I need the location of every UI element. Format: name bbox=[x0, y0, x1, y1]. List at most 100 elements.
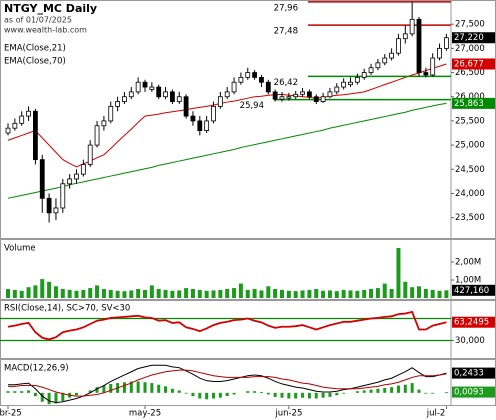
volume-bar bbox=[197, 289, 202, 298]
legend-entry: EMA(Close,21) bbox=[4, 44, 66, 54]
volume-bar bbox=[355, 290, 360, 298]
histogram-bar bbox=[95, 387, 99, 393]
level-label: 25,94 bbox=[240, 101, 264, 111]
volume-bar bbox=[143, 289, 147, 298]
histogram-bar bbox=[431, 392, 435, 394]
volume-bar bbox=[225, 289, 230, 298]
last-value-label: 26,677 bbox=[454, 59, 484, 69]
level-label: 27,96 bbox=[274, 3, 298, 13]
last-value-label-bg bbox=[452, 367, 495, 379]
histogram-bar bbox=[40, 392, 44, 402]
candle-body bbox=[108, 106, 114, 122]
x-tick-label: abr-25 bbox=[0, 409, 22, 419]
volume-bar bbox=[314, 289, 319, 298]
histogram-bar bbox=[396, 385, 400, 393]
histogram-bar bbox=[328, 392, 332, 397]
histogram-bar bbox=[129, 381, 133, 393]
x-tick-label: jun-25 bbox=[274, 409, 302, 419]
volume-bar bbox=[40, 279, 45, 298]
panel-title: as of 01/07/2025 bbox=[4, 16, 72, 25]
volume-bar bbox=[232, 288, 237, 298]
volume-bar bbox=[81, 289, 86, 298]
x-tick-label: may-25 bbox=[129, 409, 161, 419]
candle-body bbox=[211, 106, 216, 122]
volume-bar bbox=[245, 289, 250, 298]
volume-bar bbox=[327, 290, 332, 298]
histogram-bar bbox=[157, 384, 161, 393]
volume-bar bbox=[33, 285, 38, 298]
volume-bar bbox=[6, 289, 10, 298]
volume-bar bbox=[430, 289, 435, 298]
candle-body bbox=[416, 18, 422, 73]
histogram-bar bbox=[390, 387, 394, 393]
candle-body bbox=[279, 96, 285, 100]
last-value-label: 0,0093 bbox=[454, 388, 484, 398]
candle-body bbox=[190, 115, 196, 122]
histogram-bar bbox=[170, 388, 174, 393]
y-tick-label: 30,000 bbox=[455, 336, 485, 346]
histogram-bar bbox=[102, 385, 106, 393]
y-tick-label: 25,500 bbox=[455, 116, 485, 126]
candle-body bbox=[423, 72, 429, 76]
candle-body bbox=[163, 91, 168, 98]
histogram-bar bbox=[54, 392, 58, 404]
histogram-bar bbox=[280, 392, 284, 398]
candle-body bbox=[354, 76, 360, 83]
histogram-bar bbox=[232, 392, 236, 395]
candle-body bbox=[87, 144, 93, 165]
histogram-bar bbox=[424, 392, 428, 394]
volume-bar bbox=[293, 291, 298, 298]
candle-body bbox=[26, 110, 31, 117]
candle-body bbox=[101, 120, 107, 127]
candle-body bbox=[128, 91, 134, 98]
candle-body bbox=[156, 86, 162, 98]
candle-body bbox=[122, 96, 127, 102]
histogram-bar bbox=[335, 392, 339, 396]
legend-entry: EMA(Close,70) bbox=[4, 57, 66, 67]
candle-body bbox=[437, 47, 442, 59]
volume-bar bbox=[369, 289, 374, 298]
y-tick-label: 26,500 bbox=[455, 68, 485, 78]
candle-body bbox=[217, 96, 223, 107]
macd-line bbox=[8, 364, 447, 404]
histogram-bar bbox=[109, 383, 113, 393]
histogram-bar bbox=[143, 382, 147, 393]
histogram-bar bbox=[6, 391, 10, 393]
volume-bar bbox=[321, 290, 326, 298]
candle-body bbox=[396, 38, 401, 54]
volume-bar bbox=[259, 290, 264, 298]
histogram-bar bbox=[403, 384, 407, 393]
volume-bar bbox=[129, 290, 134, 298]
candle-body bbox=[46, 197, 52, 214]
candle-body bbox=[443, 37, 449, 49]
histogram-bar bbox=[212, 392, 215, 399]
volume-bar bbox=[444, 290, 449, 298]
last-price-label: 27,220 bbox=[454, 33, 484, 43]
volume-bar bbox=[382, 283, 387, 298]
panel-title: MACD(12,26,9) bbox=[4, 364, 69, 374]
histogram-bar bbox=[225, 392, 229, 397]
volume-bar bbox=[417, 286, 421, 298]
last-value-label-bg bbox=[452, 316, 495, 328]
last-value-label-bg bbox=[452, 284, 495, 296]
volume-bar bbox=[26, 287, 31, 298]
volume-bar bbox=[136, 289, 141, 298]
histogram-bar bbox=[301, 392, 305, 398]
histogram-bar bbox=[294, 392, 298, 399]
panel-title: Volume bbox=[4, 244, 36, 254]
volume-bar bbox=[184, 288, 189, 298]
volume-bar bbox=[211, 290, 216, 298]
x-tick-label: jul-2 bbox=[426, 409, 446, 419]
candle-body bbox=[286, 96, 292, 99]
volume-bar bbox=[403, 281, 408, 298]
volume-bar bbox=[286, 290, 291, 298]
candle-body bbox=[361, 72, 367, 78]
candle-body bbox=[204, 120, 210, 131]
candle-body bbox=[53, 207, 59, 214]
candle-body bbox=[19, 115, 25, 124]
candle-body bbox=[176, 96, 182, 102]
candle-body bbox=[327, 91, 333, 98]
candle-body bbox=[5, 127, 11, 134]
candle-body bbox=[409, 18, 415, 35]
